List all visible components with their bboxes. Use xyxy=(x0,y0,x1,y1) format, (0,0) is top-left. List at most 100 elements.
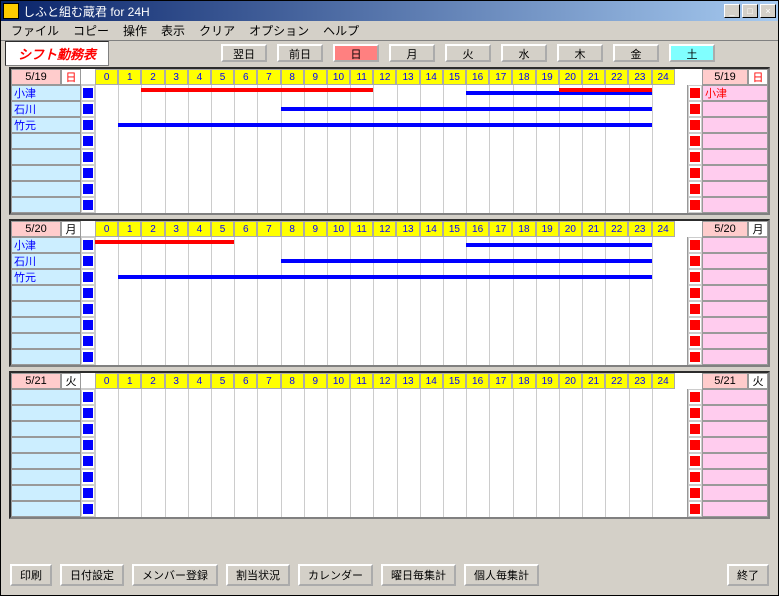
name-cell[interactable] xyxy=(11,197,81,213)
shift-bar[interactable] xyxy=(281,107,652,111)
right-name-cell[interactable] xyxy=(702,237,768,253)
daybtn-翌日[interactable]: 翌日 xyxy=(221,44,267,62)
right-name-cell[interactable] xyxy=(702,181,768,197)
print-button[interactable]: 印刷 xyxy=(10,564,52,586)
daybtn-土[interactable]: 土 xyxy=(669,44,715,62)
schedule-grid[interactable] xyxy=(95,285,688,301)
name-cell[interactable]: 小津 xyxy=(11,237,81,253)
menu-操作[interactable]: 操作 xyxy=(117,20,153,41)
schedule-grid[interactable] xyxy=(95,333,688,349)
close-button[interactable]: × xyxy=(760,4,776,18)
name-cell[interactable] xyxy=(11,349,81,365)
assign-status-button[interactable]: 割当状況 xyxy=(226,564,290,586)
name-cell[interactable] xyxy=(11,165,81,181)
menu-コピー[interactable]: コピー xyxy=(67,20,115,41)
schedule-grid[interactable] xyxy=(95,101,688,117)
schedule-grid[interactable] xyxy=(95,253,688,269)
name-cell[interactable] xyxy=(11,485,81,501)
shift-bar[interactable] xyxy=(559,88,652,92)
shift-bar[interactable] xyxy=(141,88,373,92)
schedule-grid[interactable] xyxy=(95,485,688,501)
daybtn-月[interactable]: 月 xyxy=(389,44,435,62)
schedule-grid[interactable] xyxy=(95,317,688,333)
right-name-cell[interactable] xyxy=(702,149,768,165)
name-cell[interactable]: 竹元 xyxy=(11,117,81,133)
right-name-cell[interactable] xyxy=(702,301,768,317)
member-reg-button[interactable]: メンバー登録 xyxy=(132,564,218,586)
schedule-grid[interactable] xyxy=(95,501,688,517)
right-name-cell[interactable] xyxy=(702,437,768,453)
schedule-grid[interactable] xyxy=(95,85,688,101)
schedule-grid[interactable] xyxy=(95,269,688,285)
schedule-grid[interactable] xyxy=(95,301,688,317)
name-cell[interactable]: 石川 xyxy=(11,101,81,117)
name-cell[interactable] xyxy=(11,469,81,485)
schedule-grid[interactable] xyxy=(95,133,688,149)
schedule-grid[interactable] xyxy=(95,405,688,421)
name-cell[interactable]: 竹元 xyxy=(11,269,81,285)
schedule-grid[interactable] xyxy=(95,181,688,197)
right-name-cell[interactable] xyxy=(702,453,768,469)
shift-bar[interactable] xyxy=(118,275,652,279)
menu-ファイル[interactable]: ファイル xyxy=(5,20,65,41)
right-name-cell[interactable] xyxy=(702,253,768,269)
menu-ヘルプ[interactable]: ヘルプ xyxy=(317,20,365,41)
daybtn-金[interactable]: 金 xyxy=(613,44,659,62)
right-name-cell[interactable] xyxy=(702,421,768,437)
name-cell[interactable] xyxy=(11,389,81,405)
right-name-cell[interactable] xyxy=(702,349,768,365)
name-cell[interactable] xyxy=(11,317,81,333)
shift-bar[interactable] xyxy=(466,243,652,247)
shift-bar[interactable] xyxy=(95,240,234,244)
schedule-grid[interactable] xyxy=(95,437,688,453)
right-name-cell[interactable] xyxy=(702,485,768,501)
name-cell[interactable] xyxy=(11,501,81,517)
daybtn-木[interactable]: 木 xyxy=(557,44,603,62)
right-name-cell[interactable] xyxy=(702,197,768,213)
schedule-grid[interactable] xyxy=(95,197,688,213)
schedule-grid[interactable] xyxy=(95,149,688,165)
dow-summary-button[interactable]: 曜日毎集計 xyxy=(381,564,456,586)
right-name-cell[interactable] xyxy=(702,101,768,117)
name-cell[interactable] xyxy=(11,421,81,437)
menu-表示[interactable]: 表示 xyxy=(155,20,191,41)
right-name-cell[interactable] xyxy=(702,133,768,149)
schedule-grid[interactable] xyxy=(95,421,688,437)
name-cell[interactable] xyxy=(11,133,81,149)
calendar-button[interactable]: カレンダー xyxy=(298,564,373,586)
name-cell[interactable]: 小津 xyxy=(11,85,81,101)
right-name-cell[interactable] xyxy=(702,317,768,333)
right-name-cell[interactable] xyxy=(702,165,768,181)
right-name-cell[interactable] xyxy=(702,333,768,349)
name-cell[interactable] xyxy=(11,453,81,469)
name-cell[interactable] xyxy=(11,301,81,317)
minimize-button[interactable]: _ xyxy=(724,4,740,18)
right-name-cell[interactable] xyxy=(702,117,768,133)
name-cell[interactable] xyxy=(11,405,81,421)
date-set-button[interactable]: 日付設定 xyxy=(60,564,124,586)
menu-クリア[interactable]: クリア xyxy=(193,20,241,41)
schedule-grid[interactable] xyxy=(95,117,688,133)
person-summary-button[interactable]: 個人毎集計 xyxy=(464,564,539,586)
right-name-cell[interactable]: 小津 xyxy=(702,85,768,101)
daybtn-日[interactable]: 日 xyxy=(333,44,379,62)
schedule-grid[interactable] xyxy=(95,349,688,365)
right-name-cell[interactable] xyxy=(702,501,768,517)
daybtn-前日[interactable]: 前日 xyxy=(277,44,323,62)
maximize-button[interactable]: □ xyxy=(742,4,758,18)
schedule-grid[interactable] xyxy=(95,453,688,469)
shift-bar[interactable] xyxy=(281,259,652,263)
name-cell[interactable] xyxy=(11,333,81,349)
name-cell[interactable] xyxy=(11,437,81,453)
right-name-cell[interactable] xyxy=(702,389,768,405)
shift-bar[interactable] xyxy=(118,123,652,127)
name-cell[interactable] xyxy=(11,181,81,197)
name-cell[interactable]: 石川 xyxy=(11,253,81,269)
right-name-cell[interactable] xyxy=(702,469,768,485)
schedule-grid[interactable] xyxy=(95,237,688,253)
exit-button[interactable]: 終了 xyxy=(727,564,769,586)
daybtn-火[interactable]: 火 xyxy=(445,44,491,62)
name-cell[interactable] xyxy=(11,285,81,301)
daybtn-水[interactable]: 水 xyxy=(501,44,547,62)
name-cell[interactable] xyxy=(11,149,81,165)
